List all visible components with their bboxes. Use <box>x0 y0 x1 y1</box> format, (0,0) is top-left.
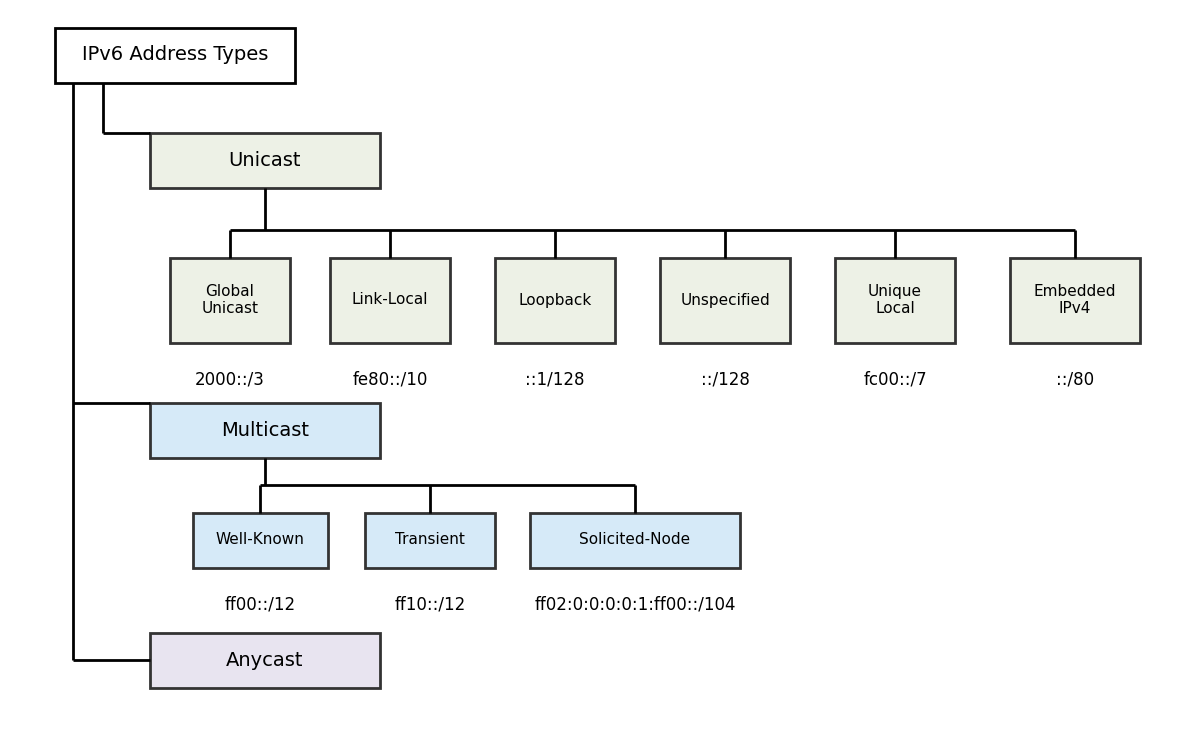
FancyBboxPatch shape <box>660 257 790 342</box>
FancyBboxPatch shape <box>330 257 450 342</box>
Text: ::1/128: ::1/128 <box>525 371 585 389</box>
FancyBboxPatch shape <box>530 513 740 568</box>
FancyBboxPatch shape <box>835 257 955 342</box>
FancyBboxPatch shape <box>170 257 289 342</box>
FancyBboxPatch shape <box>1010 257 1140 342</box>
FancyBboxPatch shape <box>364 513 495 568</box>
Text: Unique
Local: Unique Local <box>868 283 922 316</box>
Text: ::/128: ::/128 <box>700 371 749 389</box>
Text: fc00::/7: fc00::/7 <box>863 371 927 389</box>
Text: ff10::/12: ff10::/12 <box>394 595 466 613</box>
Text: fe80::/10: fe80::/10 <box>353 371 428 389</box>
Text: Solicited-Node: Solicited-Node <box>580 533 691 548</box>
Text: ff02:0:0:0:0:1:ff00::/104: ff02:0:0:0:0:1:ff00::/104 <box>535 595 736 613</box>
Text: Well-Known: Well-Known <box>216 533 305 548</box>
Text: Anycast: Anycast <box>226 651 304 669</box>
FancyBboxPatch shape <box>495 257 615 342</box>
Text: ff00::/12: ff00::/12 <box>224 595 295 613</box>
Text: Unspecified: Unspecified <box>680 292 769 307</box>
Text: Link-Local: Link-Local <box>351 292 429 307</box>
Text: Transient: Transient <box>395 533 464 548</box>
FancyBboxPatch shape <box>193 513 328 568</box>
Text: ::/80: ::/80 <box>1056 371 1095 389</box>
Text: 2000::/3: 2000::/3 <box>195 371 264 389</box>
FancyBboxPatch shape <box>55 28 295 83</box>
Text: Multicast: Multicast <box>222 421 308 439</box>
FancyBboxPatch shape <box>150 403 380 457</box>
Text: IPv6 Address Types: IPv6 Address Types <box>82 46 268 64</box>
Text: Loopback: Loopback <box>518 292 592 307</box>
FancyBboxPatch shape <box>150 133 380 187</box>
FancyBboxPatch shape <box>150 633 380 688</box>
Text: Unicast: Unicast <box>229 151 301 169</box>
Text: Global
Unicast: Global Unicast <box>201 283 258 316</box>
Text: Embedded
IPv4: Embedded IPv4 <box>1034 283 1116 316</box>
